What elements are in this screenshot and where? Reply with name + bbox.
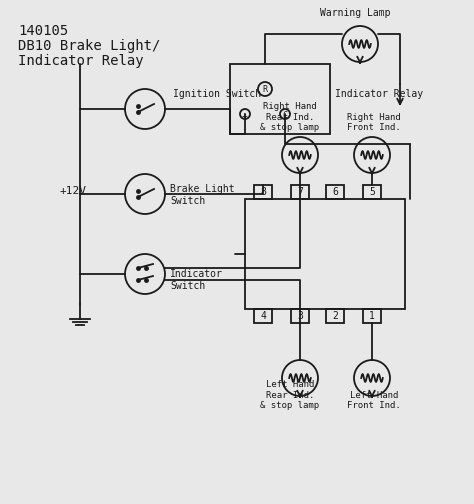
Text: R: R: [263, 85, 267, 94]
Text: 140105: 140105: [18, 24, 68, 38]
Text: Left Hand
Front Ind.: Left Hand Front Ind.: [347, 391, 401, 410]
Text: Warning Lamp: Warning Lamp: [320, 8, 390, 18]
Text: Ignition Switch: Ignition Switch: [173, 89, 261, 99]
Text: 8: 8: [260, 187, 266, 197]
Text: +: +: [242, 111, 248, 121]
Text: Right Hand
Rear Ind.
& stop lamp: Right Hand Rear Ind. & stop lamp: [260, 102, 319, 132]
Text: 3: 3: [297, 311, 303, 321]
Text: 4: 4: [260, 311, 266, 321]
Text: Left Hand
Rear Ind.
& stop lamp: Left Hand Rear Ind. & stop lamp: [260, 380, 319, 410]
Text: 5: 5: [369, 187, 375, 197]
Text: Indicator Relay: Indicator Relay: [18, 54, 144, 68]
Text: Brake Light
Switch: Brake Light Switch: [170, 184, 235, 206]
Text: 2: 2: [332, 311, 338, 321]
Text: Indicator
Switch: Indicator Switch: [170, 270, 223, 291]
Text: +12V: +12V: [60, 186, 87, 196]
Text: DB10 Brake Light/: DB10 Brake Light/: [18, 39, 160, 53]
Text: Indicator Relay: Indicator Relay: [335, 89, 423, 99]
Text: 7: 7: [297, 187, 303, 197]
Text: 1: 1: [369, 311, 375, 321]
Text: 6: 6: [332, 187, 338, 197]
Text: C: C: [283, 111, 288, 120]
Text: Right Hand
Front Ind.: Right Hand Front Ind.: [347, 112, 401, 132]
